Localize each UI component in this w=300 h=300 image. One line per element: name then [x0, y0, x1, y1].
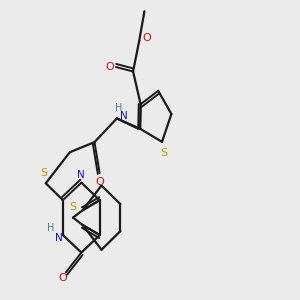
- Text: S: S: [69, 202, 76, 212]
- Text: H: H: [115, 103, 122, 113]
- Text: O: O: [58, 273, 67, 283]
- Text: O: O: [105, 62, 114, 72]
- Text: S: S: [160, 148, 167, 158]
- Text: H: H: [47, 223, 55, 233]
- Text: N: N: [121, 111, 128, 121]
- Text: N: N: [77, 170, 85, 180]
- Text: O: O: [142, 33, 151, 43]
- Text: O: O: [95, 177, 104, 187]
- Text: N: N: [55, 233, 62, 243]
- Text: S: S: [40, 168, 48, 178]
